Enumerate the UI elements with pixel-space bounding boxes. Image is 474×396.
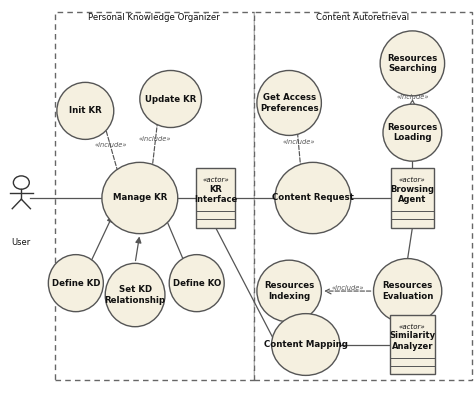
Text: «actor»: «actor» xyxy=(399,324,426,330)
Text: Personal Knowledge Organizer: Personal Knowledge Organizer xyxy=(88,13,220,22)
Ellipse shape xyxy=(272,314,340,375)
Ellipse shape xyxy=(257,260,321,322)
Text: Similarity
Analyzer: Similarity Analyzer xyxy=(389,331,436,350)
Text: Content Autoretrieval: Content Autoretrieval xyxy=(316,13,409,22)
Ellipse shape xyxy=(57,82,114,139)
Ellipse shape xyxy=(140,70,201,128)
Text: Init KR: Init KR xyxy=(69,107,102,115)
Text: User: User xyxy=(12,238,31,247)
Bar xyxy=(196,168,235,228)
Text: Content Request: Content Request xyxy=(272,194,354,202)
Ellipse shape xyxy=(105,263,165,327)
Text: Update KR: Update KR xyxy=(145,95,196,103)
Text: Resources
Indexing: Resources Indexing xyxy=(264,282,314,301)
Ellipse shape xyxy=(102,162,178,234)
Text: Define KD: Define KD xyxy=(52,279,100,287)
Text: Resources
Evaluation: Resources Evaluation xyxy=(382,282,433,301)
Bar xyxy=(391,168,434,228)
Text: «include»: «include» xyxy=(95,141,127,147)
Ellipse shape xyxy=(257,70,321,135)
Text: Content Mapping: Content Mapping xyxy=(264,340,347,349)
Text: Get Access
Preferences: Get Access Preferences xyxy=(260,93,319,112)
Ellipse shape xyxy=(275,162,351,234)
Text: KR
Interface: KR Interface xyxy=(194,185,237,204)
Bar xyxy=(254,12,472,380)
Text: «actor»: «actor» xyxy=(399,177,426,183)
Ellipse shape xyxy=(169,255,224,312)
Ellipse shape xyxy=(383,104,442,161)
Text: Define KO: Define KO xyxy=(173,279,221,287)
Text: «include»: «include» xyxy=(139,135,172,142)
Text: «include»: «include» xyxy=(331,285,364,291)
Ellipse shape xyxy=(374,259,442,324)
Text: «include»: «include» xyxy=(396,94,428,100)
Text: «actor»: «actor» xyxy=(202,177,229,183)
Text: Manage KR: Manage KR xyxy=(113,194,167,202)
Bar xyxy=(55,12,254,380)
Ellipse shape xyxy=(48,255,103,312)
Text: Set KD
Relationship: Set KD Relationship xyxy=(105,286,165,305)
Bar xyxy=(390,315,435,374)
Ellipse shape xyxy=(380,31,445,96)
Text: Resources
Searching: Resources Searching xyxy=(387,54,438,73)
Text: Browsing
Agent: Browsing Agent xyxy=(391,185,434,204)
Text: Resources
Loading: Resources Loading xyxy=(387,123,438,142)
Text: «include»: «include» xyxy=(283,139,315,145)
